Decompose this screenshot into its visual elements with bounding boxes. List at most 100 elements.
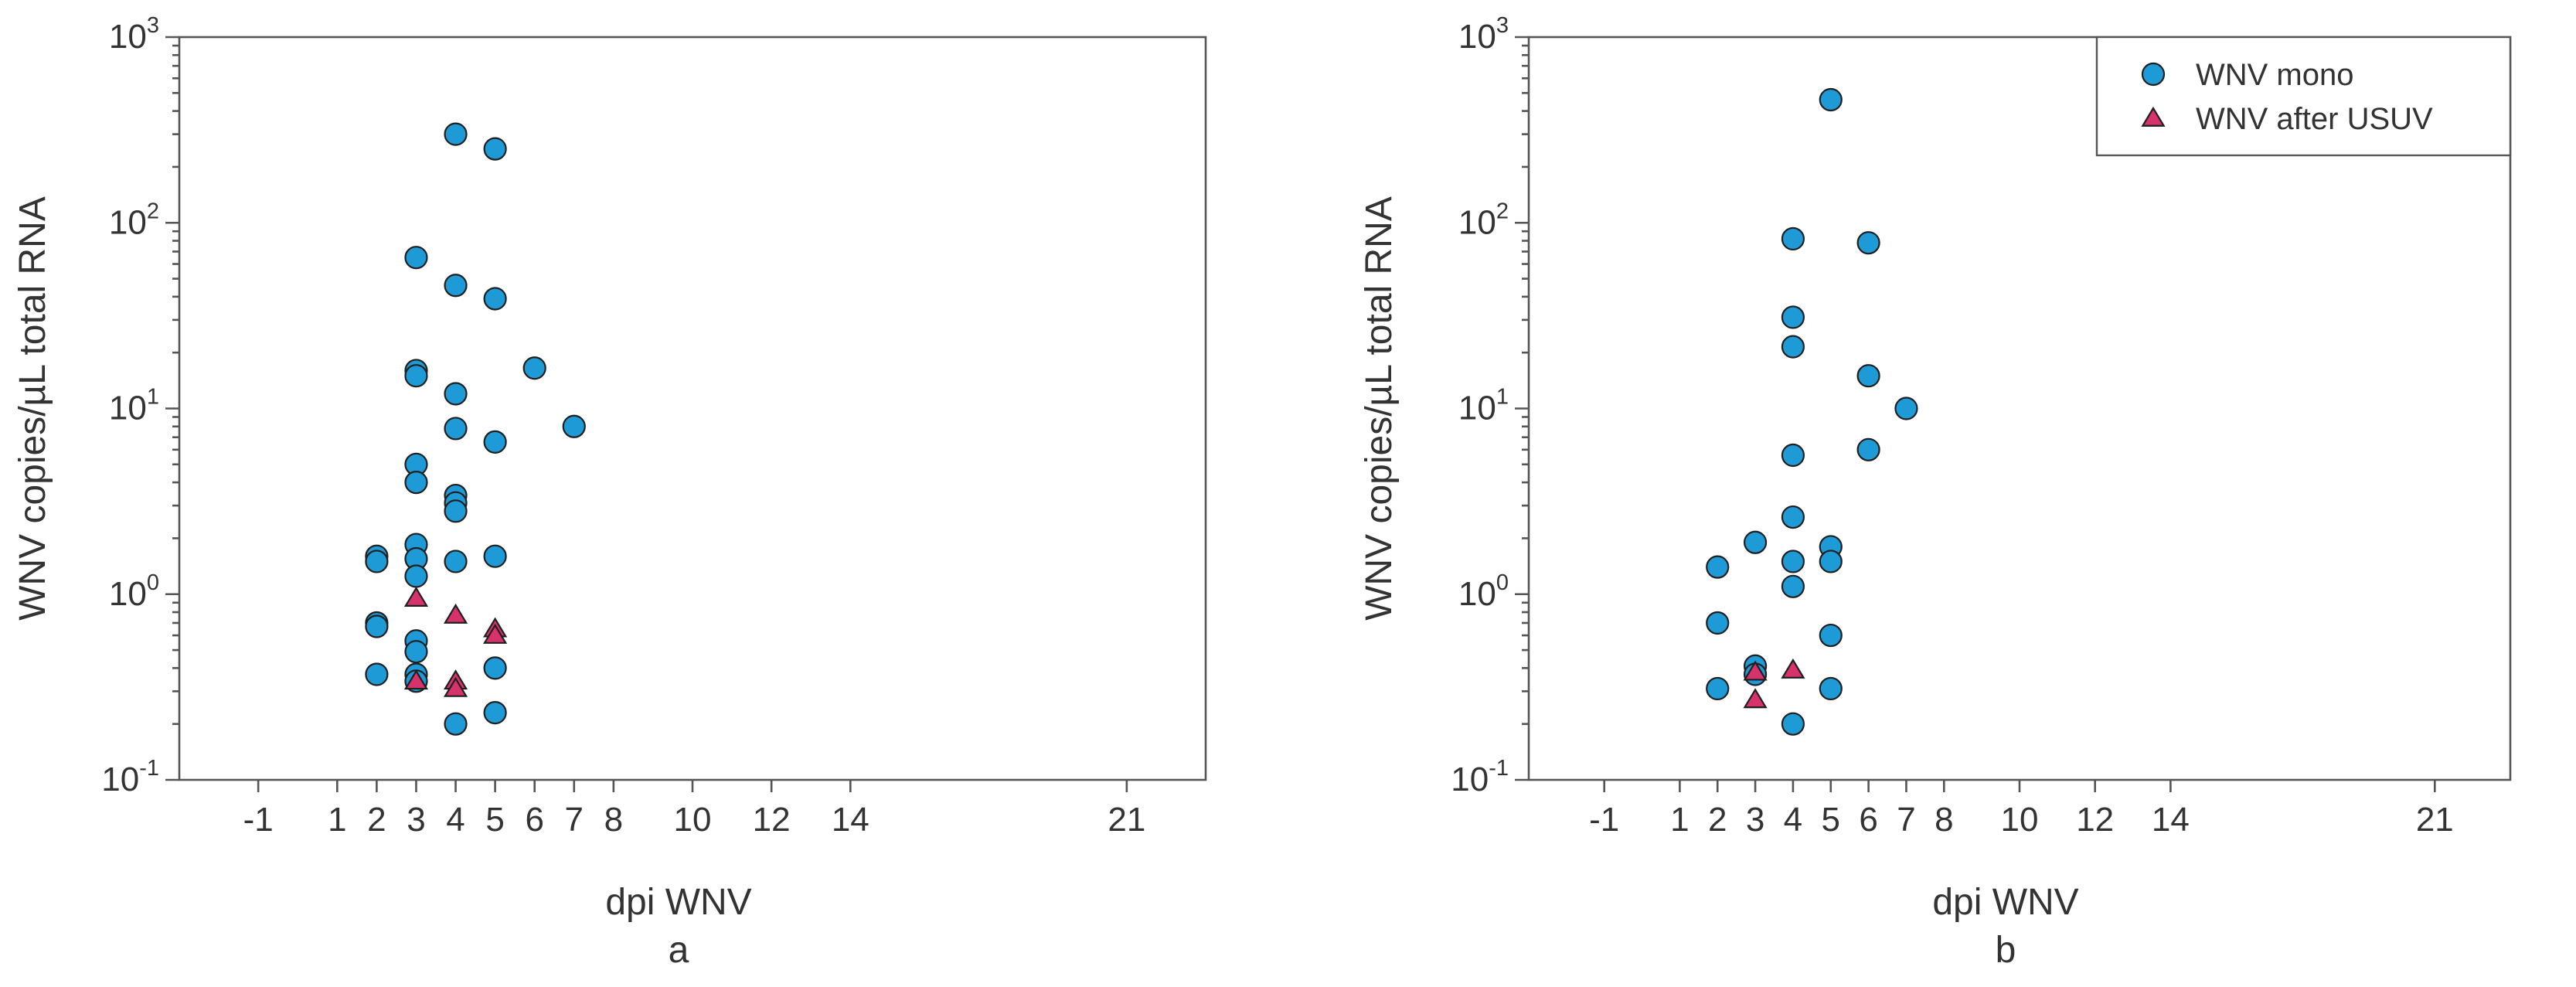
x-tick-label: 14 xyxy=(2152,801,2190,839)
data-point-triangle xyxy=(1743,688,1768,709)
x-tick-label: 8 xyxy=(604,801,623,839)
legend-entry-label: WNV mono xyxy=(2196,58,2354,92)
y-tick-label: 103 xyxy=(109,13,159,56)
series-wnv-mono xyxy=(365,122,586,736)
data-point-circle xyxy=(444,382,468,406)
x-tick-label: 2 xyxy=(367,801,386,839)
data-point-circle xyxy=(1894,397,1918,420)
data-point-circle xyxy=(1856,231,1880,255)
data-point-circle xyxy=(1706,676,1730,701)
x-tick-label: -1 xyxy=(243,801,274,839)
data-point-circle xyxy=(483,656,507,680)
legend: WNV mono WNV after USUV xyxy=(2095,36,2512,157)
x-tick-label: 5 xyxy=(1822,801,1840,839)
data-point-circle xyxy=(483,430,507,454)
data-point-circle xyxy=(483,700,507,725)
data-point-triangle xyxy=(403,669,429,690)
x-tick-label: 12 xyxy=(753,801,791,839)
plot-area-frame xyxy=(178,36,1207,781)
data-point-circle xyxy=(1819,676,1843,701)
data-point-circle xyxy=(1856,437,1880,461)
data-point-triangle xyxy=(443,603,468,624)
data-point-triangle xyxy=(443,676,468,697)
data-point-circle xyxy=(1781,574,1805,598)
data-point-circle xyxy=(404,471,428,495)
x-tick-label: 10 xyxy=(674,801,712,839)
data-point-circle xyxy=(1706,611,1730,635)
legend-entry-label: WNV after USUV xyxy=(2196,102,2433,136)
x-tick-label: 3 xyxy=(407,801,425,839)
data-point-circle xyxy=(1856,364,1880,388)
data-point-circle xyxy=(444,550,468,573)
y-tick-label: 100 xyxy=(109,570,159,613)
y-tick-label: 101 xyxy=(1458,385,1509,427)
y-tick-label: 101 xyxy=(109,385,159,427)
data-point-circle xyxy=(365,614,389,638)
data-point-circle xyxy=(1743,530,1768,554)
data-point-circle xyxy=(444,712,468,736)
x-tick-label: 8 xyxy=(1935,801,1953,839)
data-point-circle xyxy=(483,137,507,161)
x-tick-label: 1 xyxy=(328,801,346,839)
series-wnv-mono xyxy=(1706,87,1918,736)
data-point-circle xyxy=(404,640,428,664)
x-tick-label: 4 xyxy=(1784,801,1802,839)
data-point-circle xyxy=(1819,550,1843,573)
data-point-circle xyxy=(404,246,428,270)
x-tick-label: 7 xyxy=(565,801,584,839)
data-point-circle xyxy=(365,662,389,686)
x-tick-label: 12 xyxy=(2076,801,2114,839)
y-tick-label: 103 xyxy=(1458,13,1509,56)
panel-label: b xyxy=(1996,930,2016,971)
x-tick-label: -1 xyxy=(1589,801,1619,839)
y-tick-label: 100 xyxy=(1458,570,1509,613)
y-axis-title: WNV copies/µL total RNA xyxy=(1359,196,1400,621)
x-tick-label: 7 xyxy=(1897,801,1915,839)
data-point-circle xyxy=(444,417,468,441)
series-wnv-after-usuv xyxy=(403,586,508,697)
x-tick-label: 6 xyxy=(1859,801,1877,839)
x-tick-label: 1 xyxy=(1670,801,1689,839)
data-point-circle xyxy=(1781,305,1805,329)
data-point-circle xyxy=(444,122,468,146)
x-tick-label: 21 xyxy=(2416,801,2454,839)
data-point-triangle xyxy=(1781,658,1805,679)
data-point-circle xyxy=(1781,443,1805,468)
x-axis-title: dpi WNV xyxy=(605,882,751,923)
data-point-circle xyxy=(1781,226,1805,251)
series-wnv-after-usuv xyxy=(1743,658,1805,709)
data-point-circle xyxy=(522,356,546,380)
data-point-circle xyxy=(562,414,586,438)
data-point-circle xyxy=(1781,550,1805,573)
y-tick-label: 102 xyxy=(109,199,159,241)
data-point-triangle xyxy=(403,586,429,607)
data-point-circle xyxy=(444,499,468,523)
panel-label: a xyxy=(669,930,689,971)
data-point-circle xyxy=(1819,87,1843,112)
y-axis-title: WNV copies/µL total RNA xyxy=(12,196,53,621)
legend-circle-icon xyxy=(2141,62,2166,87)
data-point-circle xyxy=(404,564,428,588)
data-point-triangle xyxy=(1743,660,1768,681)
legend-box xyxy=(2095,36,2512,157)
x-tick-label: 3 xyxy=(1746,801,1764,839)
data-point-triangle xyxy=(483,623,508,644)
data-point-circle xyxy=(1706,555,1730,579)
y-tick-label: 10-1 xyxy=(101,756,159,798)
x-tick-label: 10 xyxy=(2001,801,2039,839)
y-tick-label: 102 xyxy=(1458,199,1509,241)
x-tick-label: 5 xyxy=(485,801,504,839)
data-point-circle xyxy=(1781,505,1805,529)
y-tick-label: 10-1 xyxy=(1451,756,1509,798)
x-tick-label: 2 xyxy=(1708,801,1727,839)
x-tick-label: 14 xyxy=(832,801,869,839)
data-point-circle xyxy=(444,274,468,298)
data-point-circle xyxy=(1819,623,1843,648)
data-point-circle xyxy=(1781,712,1805,736)
data-point-circle xyxy=(483,287,507,311)
data-point-circle xyxy=(1781,335,1805,359)
data-point-circle xyxy=(365,550,389,573)
